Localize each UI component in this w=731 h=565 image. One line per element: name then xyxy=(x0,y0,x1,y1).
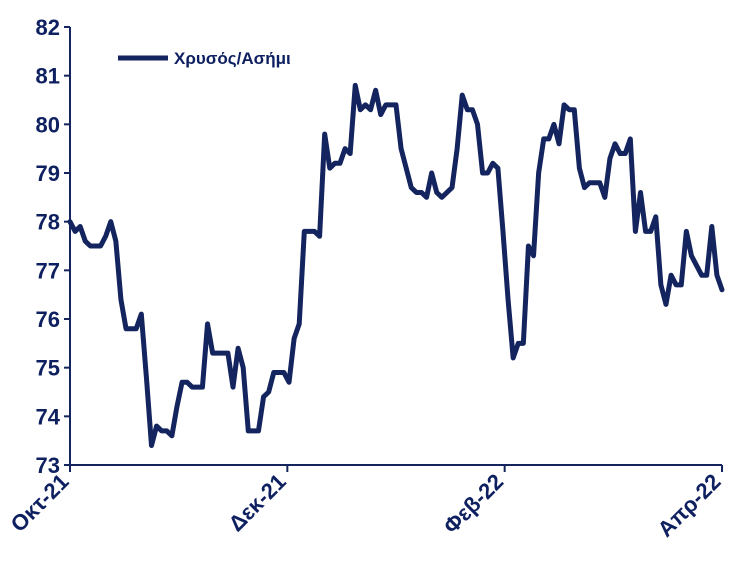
y-tick-label: 82 xyxy=(36,15,60,40)
y-tick-label: 81 xyxy=(36,64,60,89)
legend-label: Χρυσός/Ασήμι xyxy=(174,49,291,68)
x-axis: Οκτ-21 Δεκ-21 Φεβ-22 Απρ-22 xyxy=(6,464,726,542)
series-layer xyxy=(67,82,725,449)
x-tick-label: Δεκ-21 xyxy=(223,469,290,536)
y-axis: 73 74 75 76 77 78 79 80 81 82 xyxy=(36,15,71,478)
y-tick-label: 76 xyxy=(36,307,60,332)
x-tick-label: Οκτ-21 xyxy=(6,469,74,537)
y-tick-label: 79 xyxy=(36,161,60,186)
y-tick-label: 77 xyxy=(36,258,60,283)
y-tick-label: 74 xyxy=(36,404,61,429)
y-tick-label: 75 xyxy=(36,356,60,381)
x-tick-label: Απρ-22 xyxy=(653,469,726,542)
legend: Χρυσός/Ασήμι xyxy=(118,49,291,68)
y-tick-label: 80 xyxy=(36,112,60,137)
y-tick-label: 78 xyxy=(36,210,60,235)
x-tick-label: Φεβ-22 xyxy=(438,469,508,539)
y-tick-label: 73 xyxy=(36,453,60,478)
series-line xyxy=(67,82,725,449)
